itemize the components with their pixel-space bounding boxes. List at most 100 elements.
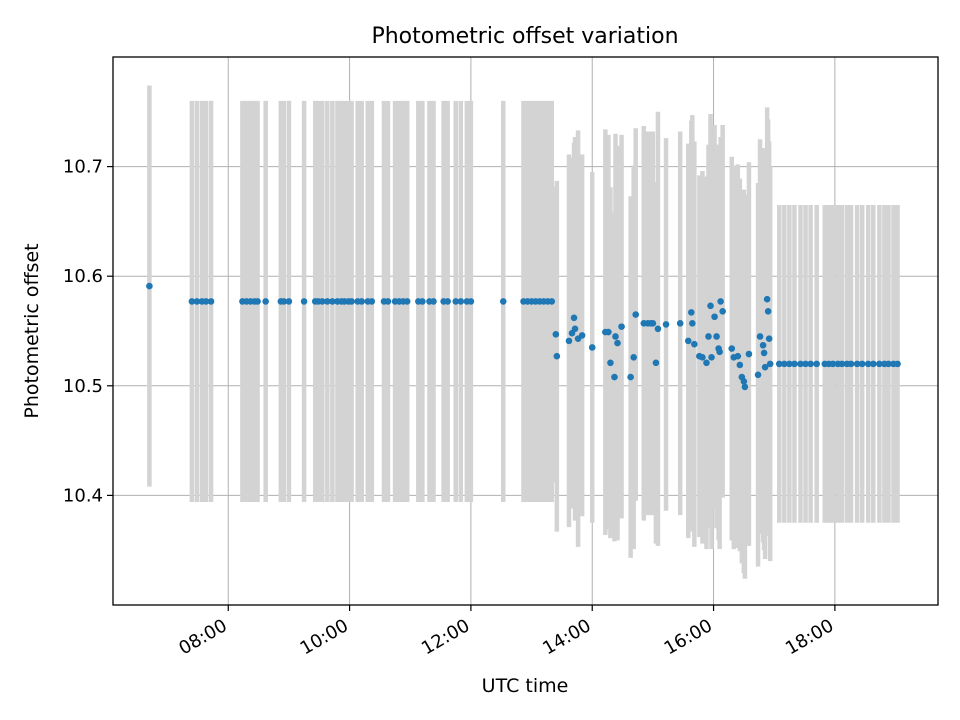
- data-point: [578, 332, 586, 339]
- data-point: [457, 298, 465, 305]
- data-point: [699, 354, 706, 361]
- data-point: [318, 298, 326, 305]
- data-point: [280, 298, 288, 305]
- data-point: [745, 350, 753, 358]
- data-point: [588, 344, 596, 351]
- data-point: [717, 298, 724, 305]
- y-axis-ticks: 10.4 10.5 10.6 10.7: [63, 157, 113, 506]
- y-tick-label: 10.7: [63, 157, 103, 178]
- data-point: [786, 360, 793, 368]
- data-point: [358, 298, 366, 305]
- data-point: [627, 373, 634, 381]
- data-point: [756, 333, 764, 340]
- data-point: [652, 359, 660, 367]
- y-tick-label: 10.4: [63, 485, 103, 506]
- data-point: [368, 298, 376, 305]
- data-point: [607, 359, 614, 367]
- data-point: [764, 307, 772, 315]
- data-point: [791, 360, 798, 368]
- data-point: [676, 320, 684, 327]
- data-points: [146, 282, 901, 391]
- data-point: [146, 282, 153, 290]
- data-point: [754, 371, 762, 379]
- data-point: [869, 360, 877, 368]
- y-tick-label: 10.5: [63, 376, 103, 397]
- data-point: [719, 307, 726, 315]
- data-point: [618, 323, 625, 330]
- data-point: [797, 360, 804, 368]
- data-point: [703, 359, 710, 367]
- data-point: [614, 339, 621, 347]
- data-point: [705, 333, 712, 340]
- data-point: [548, 298, 556, 305]
- data-point: [649, 320, 657, 327]
- data-point: [499, 298, 507, 305]
- data-point: [838, 360, 846, 368]
- data-point: [467, 298, 475, 305]
- data-point: [716, 348, 723, 356]
- data-point: [612, 333, 619, 340]
- data-point: [734, 352, 742, 360]
- data-point: [766, 360, 774, 368]
- data-point: [384, 298, 392, 305]
- data-point: [689, 320, 696, 327]
- data-point: [829, 360, 837, 368]
- data-point: [858, 360, 866, 368]
- data-point: [611, 373, 618, 381]
- data-point: [419, 298, 426, 305]
- data-point: [324, 298, 331, 305]
- data-point: [571, 325, 579, 333]
- data-point: [552, 330, 560, 338]
- data-point: [662, 321, 670, 328]
- data-point: [403, 298, 411, 305]
- data-point: [807, 360, 814, 368]
- data-point: [876, 360, 883, 368]
- data-point: [885, 360, 892, 368]
- data-point: [713, 333, 720, 340]
- data-point: [300, 298, 308, 305]
- data-point: [853, 360, 861, 368]
- data-point: [711, 313, 718, 321]
- data-point: [202, 298, 210, 305]
- plot-frame: [112, 56, 939, 606]
- data-point: [262, 298, 269, 305]
- data-point: [285, 298, 293, 305]
- data-point: [740, 378, 748, 385]
- data-point: [781, 360, 788, 368]
- data-point: [707, 302, 714, 310]
- y-axis-label: Photometric offset: [21, 243, 43, 418]
- data-point: [741, 383, 749, 391]
- data-point: [847, 360, 855, 368]
- data-point: [188, 298, 196, 305]
- data-point: [632, 311, 640, 318]
- data-point: [254, 298, 261, 305]
- data-point: [553, 352, 561, 360]
- data-point: [207, 298, 215, 305]
- data-point: [802, 360, 809, 368]
- data-point: [688, 309, 695, 316]
- data-point: [728, 345, 736, 352]
- data-point: [894, 360, 901, 368]
- data-point: [329, 298, 336, 305]
- data-point: [759, 341, 767, 349]
- data-point: [813, 360, 820, 368]
- data-point: [708, 354, 715, 361]
- data-point: [684, 337, 692, 345]
- data-point: [605, 328, 612, 336]
- data-point: [761, 363, 769, 371]
- data-point: [430, 298, 437, 305]
- data-point: [654, 325, 662, 333]
- x-axis-label: UTC time: [482, 675, 569, 697]
- y-tick-label: 10.6: [63, 266, 103, 287]
- data-point: [444, 298, 451, 305]
- data-point: [348, 298, 355, 305]
- data-point: [775, 360, 783, 368]
- data-point: [763, 295, 771, 303]
- data-point: [691, 340, 698, 348]
- data-point: [570, 314, 578, 322]
- data-point: [630, 354, 637, 361]
- data-point: [864, 360, 872, 368]
- data-point: [452, 298, 460, 305]
- data-point: [736, 361, 744, 369]
